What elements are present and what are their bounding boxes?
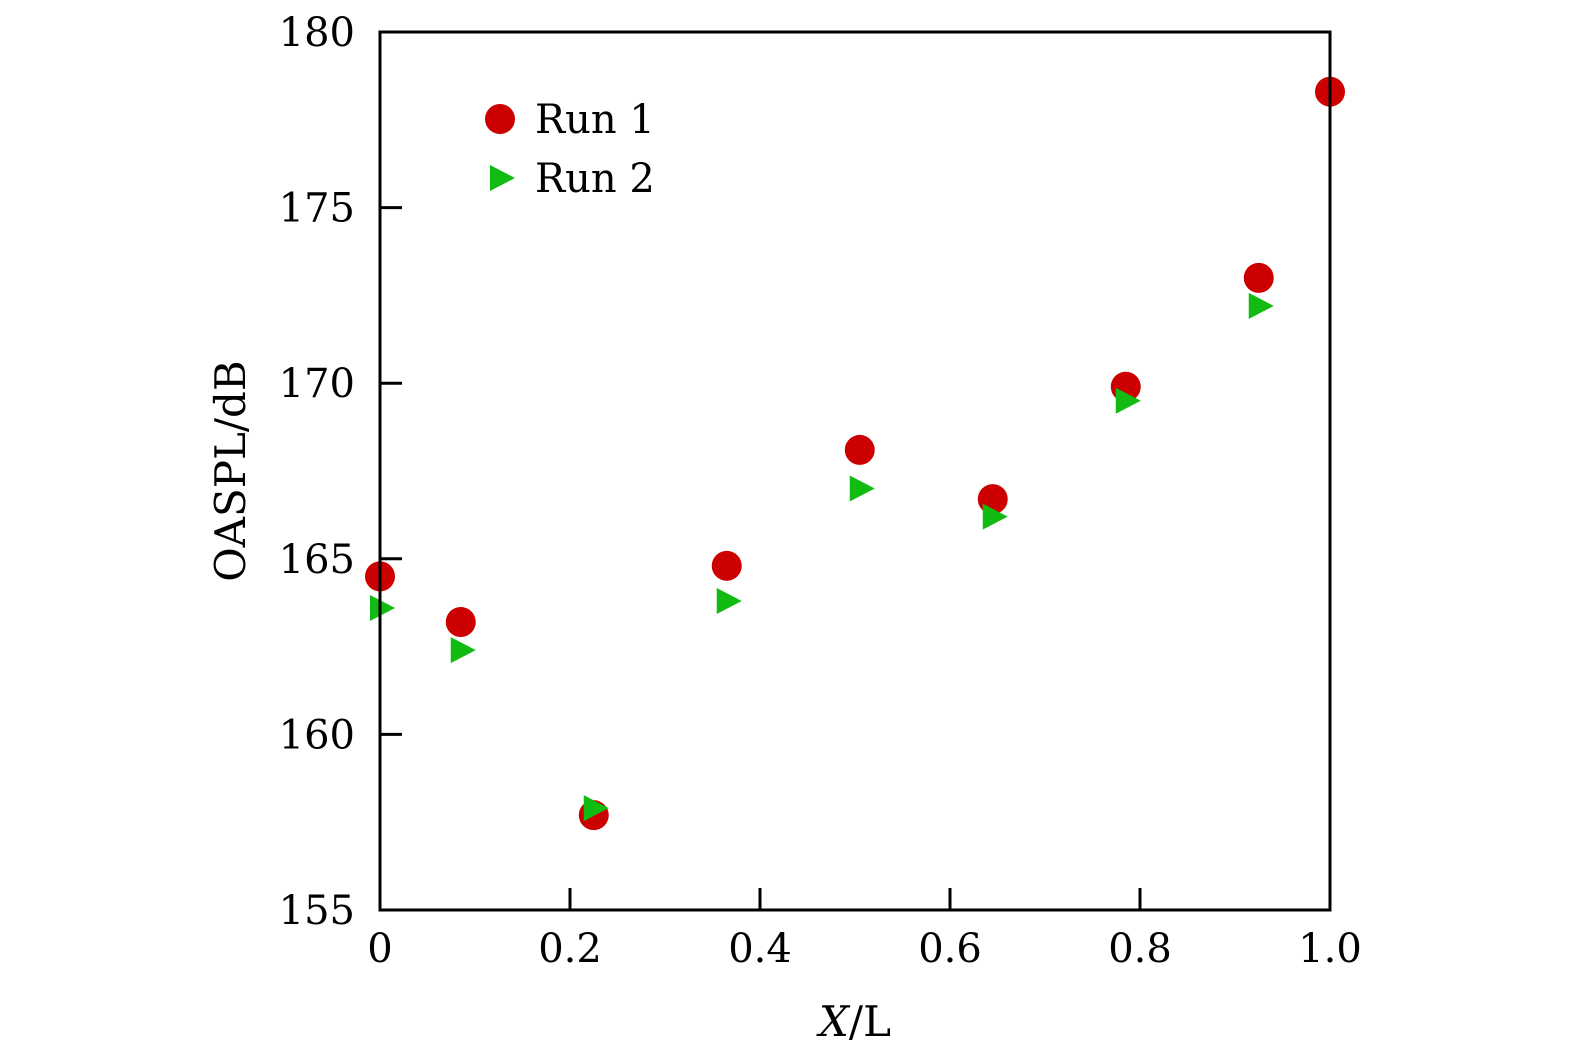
y-tick-label: 155 xyxy=(279,888,355,934)
series-2-point xyxy=(716,587,742,614)
y-tick-label: 180 xyxy=(279,10,355,56)
x-tick-label: 0.6 xyxy=(918,926,982,972)
x-tick-label: 0.8 xyxy=(1108,926,1172,972)
series-2-point xyxy=(1248,292,1274,319)
x-tick-label: 0 xyxy=(367,926,392,972)
series-2-point xyxy=(583,795,609,822)
legend-label-2: Run 2 xyxy=(535,156,655,202)
y-tick-label: 165 xyxy=(279,537,355,583)
x-axis-label: X/L xyxy=(816,997,891,1046)
legend-marker-2 xyxy=(490,165,515,191)
x-axis-label-rest: /L xyxy=(849,997,891,1046)
series-1-point xyxy=(844,434,875,465)
legend-marker-1 xyxy=(485,104,515,134)
series-2-point xyxy=(1115,387,1141,414)
series-1-point xyxy=(445,607,476,638)
series-1 xyxy=(365,76,1345,831)
x-axis-label-variable: X xyxy=(816,997,851,1046)
x-tick-label: 0.2 xyxy=(538,926,602,972)
y-tick-label: 160 xyxy=(279,712,355,758)
legend: Run 1 Run 2 xyxy=(485,97,655,202)
x-tick-label: 0.4 xyxy=(728,926,792,972)
y-tick-label: 170 xyxy=(279,361,355,407)
series-2 xyxy=(370,292,1274,822)
series-2-point xyxy=(370,594,395,621)
series-2-point xyxy=(450,637,476,664)
y-tick-label: 175 xyxy=(279,186,355,232)
series-1-point xyxy=(1243,262,1274,293)
legend-label-1: Run 1 xyxy=(535,97,655,143)
series-2-point xyxy=(982,503,1008,530)
ticks-layer: 0 0.2 0.4 0.6 0.8 1.0 155 160 165 170 175 180 xyxy=(279,10,1362,972)
series-2-point xyxy=(849,475,875,502)
plot-area-frame xyxy=(378,30,1332,912)
series-1-point xyxy=(711,550,742,581)
y-axis-label: OASPL/dB xyxy=(206,360,255,582)
series-layer xyxy=(365,76,1345,831)
x-tick-label: 1.0 xyxy=(1298,926,1362,972)
